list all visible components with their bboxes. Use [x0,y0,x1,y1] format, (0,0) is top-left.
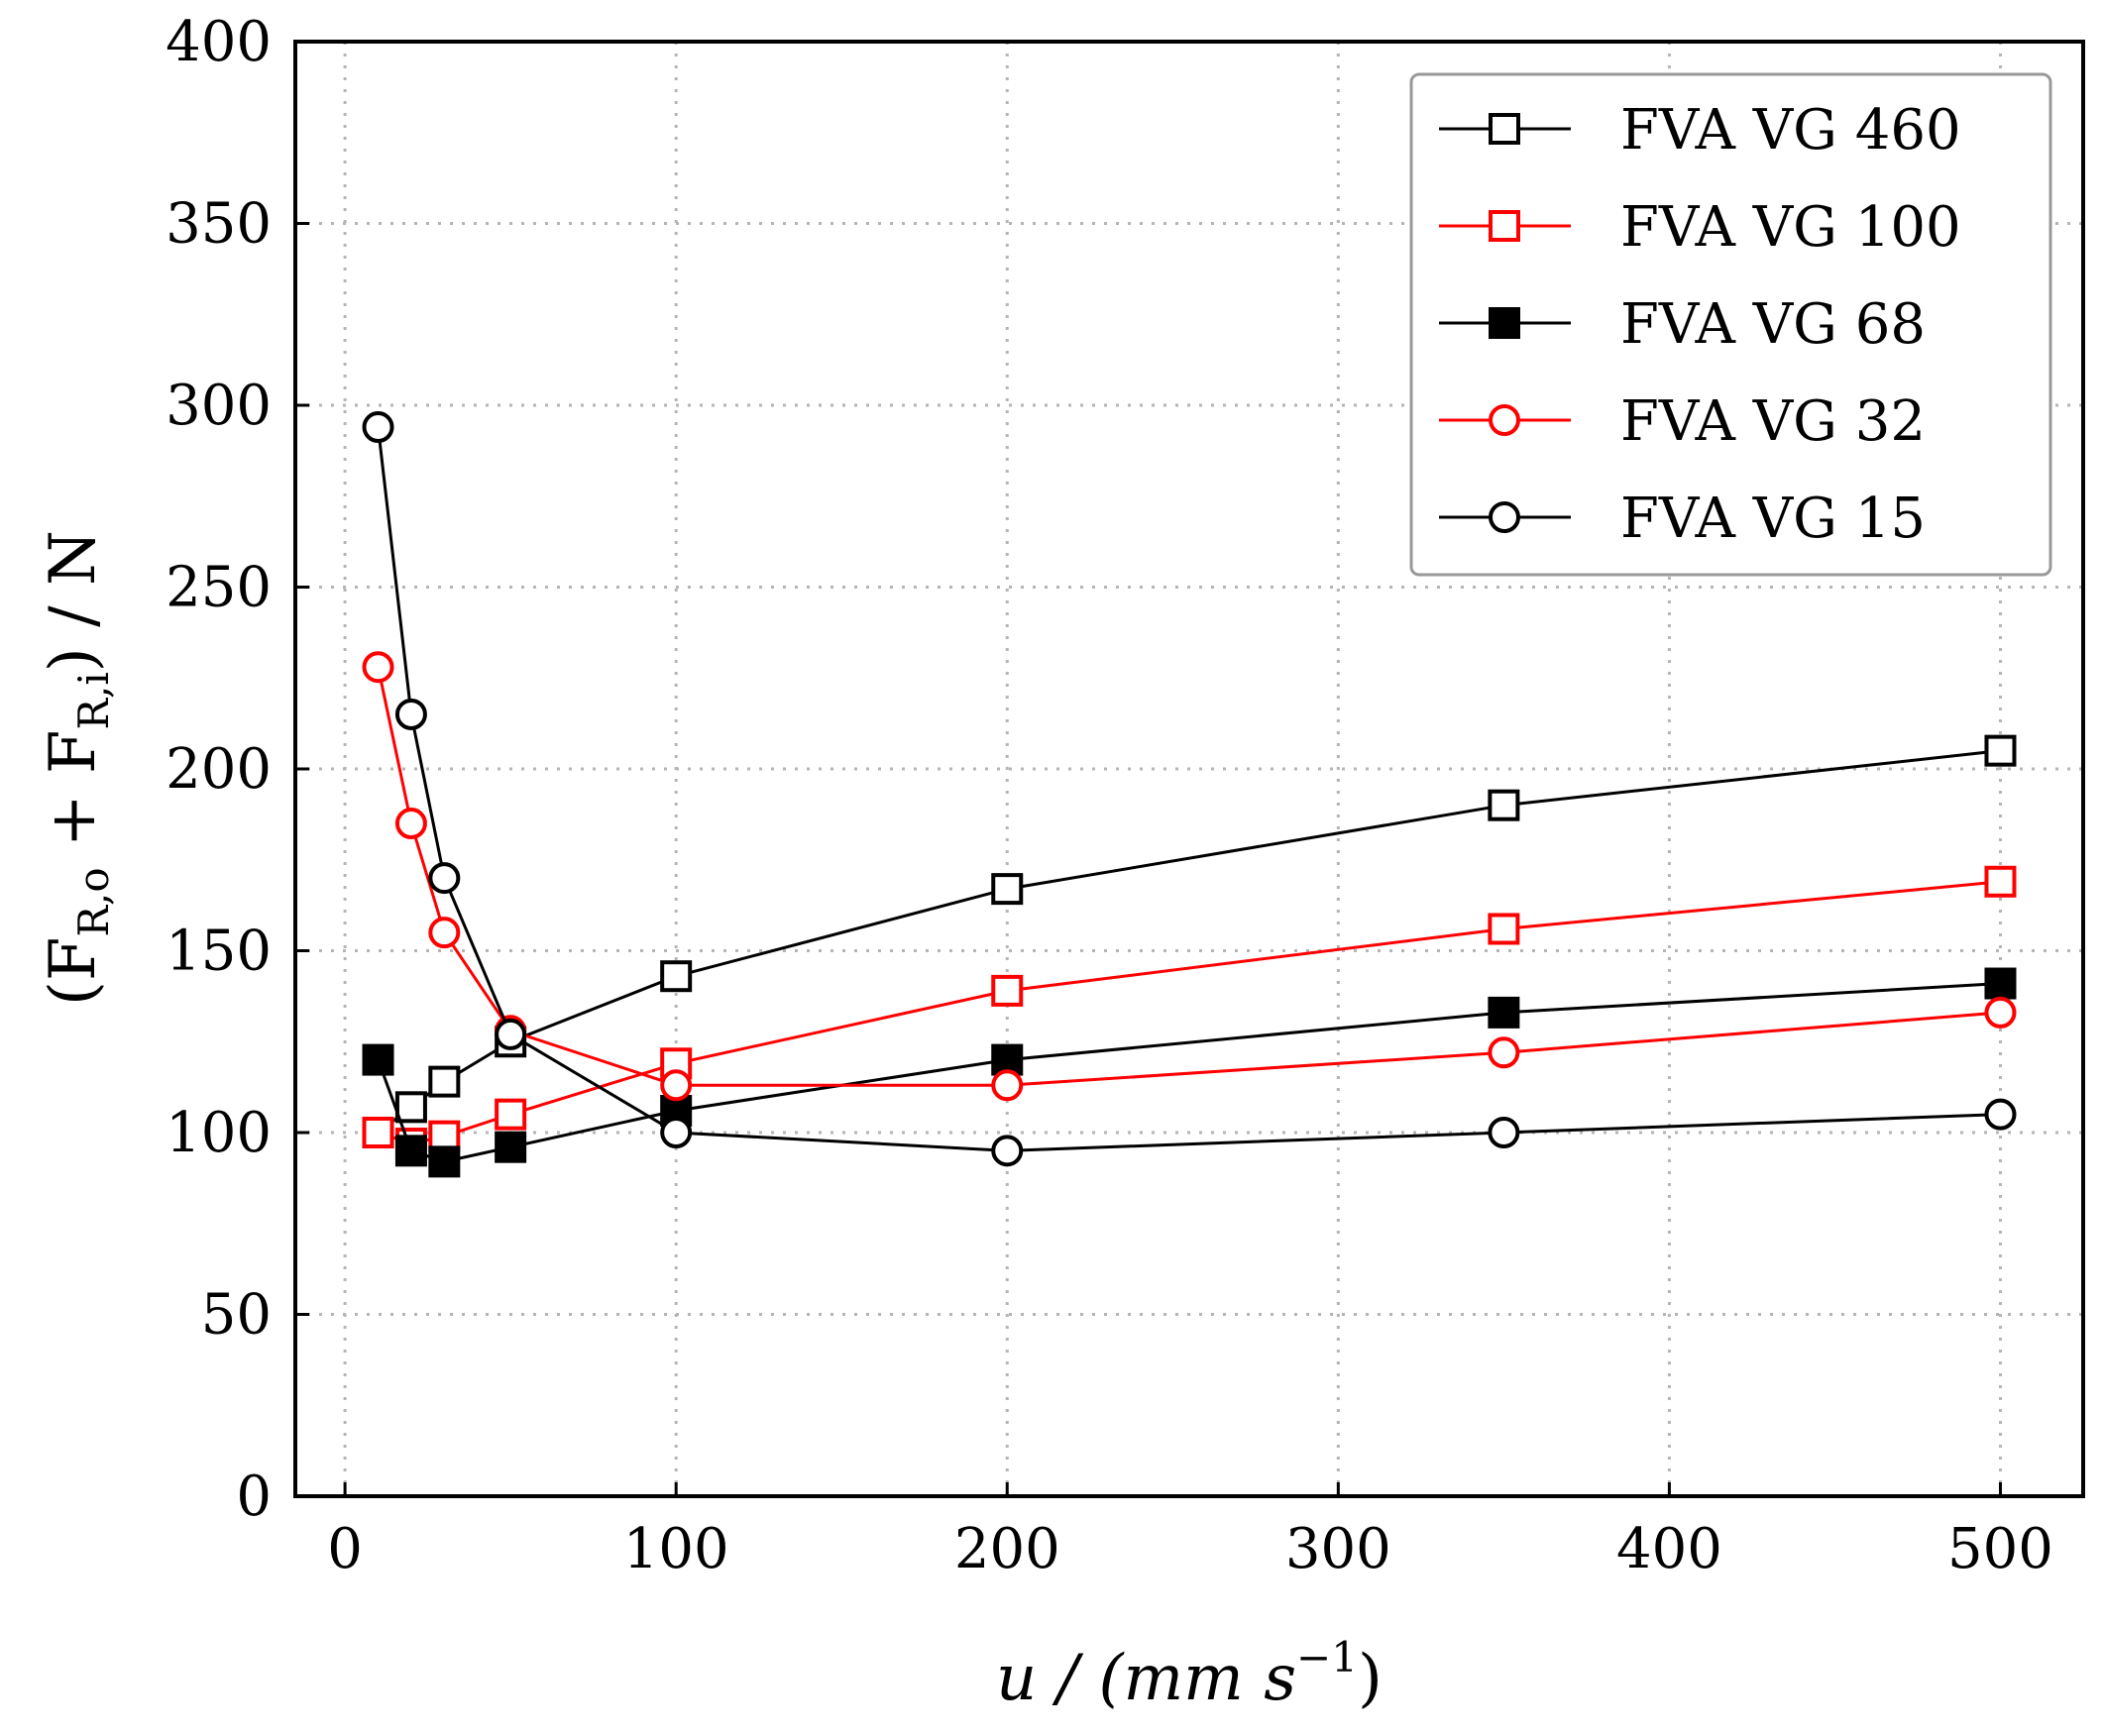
x-tick-label: 400 [1616,1517,1722,1581]
series [362,651,2017,1102]
y-tick-label: 300 [166,374,272,438]
x-tick-label: 300 [1285,1517,1391,1581]
data-point [991,1069,1024,1102]
series [362,967,2017,1178]
data-point [991,1135,1024,1167]
y-tick-label: 0 [236,1465,272,1529]
y-tick-label: 350 [166,192,272,257]
data-point [495,1098,527,1131]
x-tick-label: 100 [623,1517,729,1581]
series [362,865,2017,1160]
data-point [1488,789,1520,821]
y-tick-label: 250 [166,556,272,620]
data-point [394,808,427,840]
legend-label: FVA VG 15 [1620,487,1926,551]
series-layer [362,411,2017,1178]
y-tick-label: 150 [166,920,272,984]
series [362,734,2017,1148]
data-point [1984,734,2017,767]
y-tick-label: 200 [166,737,272,802]
x-tick-label: 500 [1947,1517,2053,1581]
legend-item: FVA VG 68 [1439,292,1926,357]
data-point [1489,404,1520,436]
x-tick-label: 0 [327,1517,363,1581]
data-point [991,873,1024,906]
series-line [377,749,2001,1135]
data-point [1488,913,1520,945]
data-point [428,1065,461,1098]
data-point [1984,865,2017,898]
data-point [1488,996,1520,1029]
data-point [1488,1117,1520,1148]
legend-box [1409,72,2052,577]
data-point [991,974,1024,1007]
series-line [378,880,2001,1145]
data-point [394,1135,427,1167]
data-point [660,1069,693,1102]
data-point [495,1131,527,1163]
data-point [1489,113,1520,145]
data-point [1984,996,2017,1029]
legend-item: FVA VG 32 [1439,389,1926,454]
legend-item: FVA VG 15 [1439,487,1926,551]
data-point [428,1145,461,1178]
data-point [495,1018,527,1050]
y-tick-label: 400 [166,10,272,74]
data-point [1984,967,2017,1000]
legend-label: FVA VG 460 [1620,98,1961,163]
x-tick-label: 200 [954,1517,1060,1581]
legend-item: FVA VG 100 [1439,195,1961,260]
series-line [377,666,2001,1087]
data-point [660,1117,693,1148]
y-tick-label: 50 [201,1283,272,1348]
legend: FVA VG 460 FVA VG 100 FVA VG 68 FVA VG 32 FV… [1409,72,2052,577]
data-point [1488,1036,1520,1069]
data-point [1489,501,1520,533]
x-axis-label: u / (mm s−1) [996,1633,1383,1715]
ticks: 0 100 200 300 400 500 0 50 100 150 200 250 300 350 400 [166,10,2053,1581]
data-point [362,1117,394,1148]
data-point [1489,210,1520,242]
data-point [428,917,461,949]
data-point [362,411,394,444]
data-point [428,862,461,895]
data-point [362,1043,394,1076]
legend-label: FVA VG 100 [1620,195,1961,260]
data-point [362,651,394,684]
data-point [1984,1098,2017,1131]
series-line [377,426,2001,1152]
data-point [1489,307,1520,339]
series [362,411,2017,1167]
legend-item: FVA VG 460 [1439,98,1961,163]
legend-label: FVA VG 32 [1620,389,1926,454]
data-point [394,1091,427,1124]
data-point [394,698,427,730]
y-axis-label: (FR,o + FR,i) / N [37,530,118,1006]
y-tick-label: 100 [166,1101,272,1165]
legend-label: FVA VG 68 [1620,292,1926,357]
data-point [660,960,693,993]
